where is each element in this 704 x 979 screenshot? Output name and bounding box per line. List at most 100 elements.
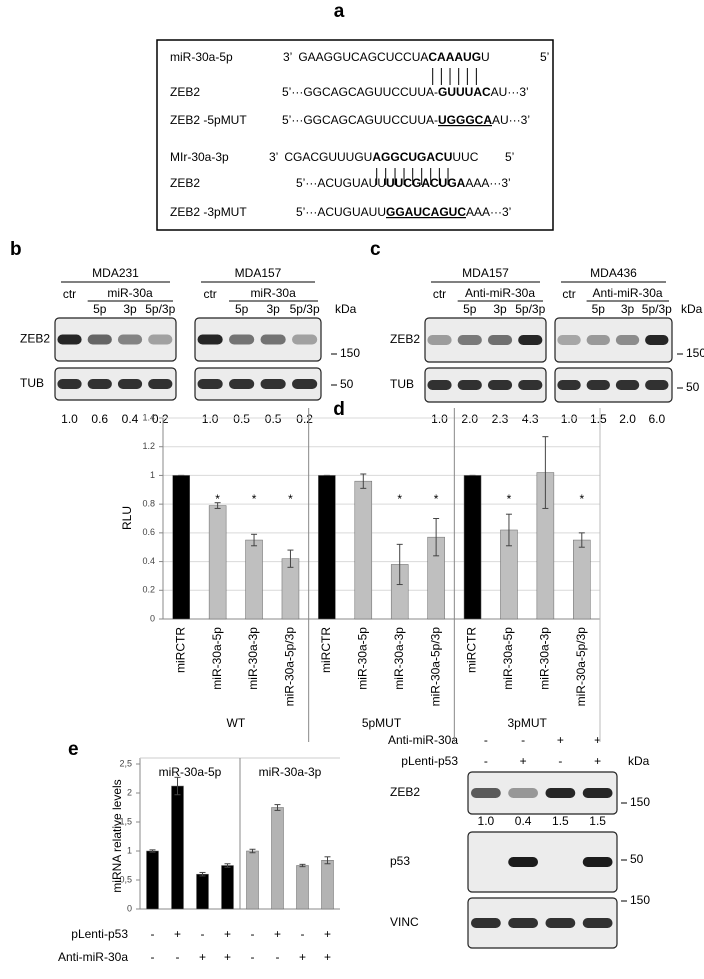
cell-line: MDA436 (590, 266, 637, 280)
y-tick-label: 2 (127, 787, 132, 797)
blot-band (545, 788, 576, 798)
lane-label: ctr (63, 287, 76, 301)
lane-label: 3p (123, 302, 137, 316)
condition-mark: - (301, 927, 305, 941)
condition-mark: + (594, 754, 601, 768)
condition-mark: - (151, 950, 155, 964)
condition-name: pLenti-p53 (71, 927, 128, 941)
blot-band (148, 334, 173, 345)
marker-label: 50 (686, 380, 700, 394)
blot-band (508, 788, 539, 798)
condition-mark: + (174, 927, 181, 941)
blot-frame (554, 367, 673, 403)
densitometry: 1.0 (431, 412, 448, 426)
blot-frame (54, 367, 177, 401)
densitometry: 1.0 (478, 814, 495, 828)
blot-band (586, 335, 610, 345)
condition-mark: + (224, 950, 231, 964)
blot-band (508, 857, 539, 867)
sequence: 3’ GAAGGUCAGCUCCUACAAAUGU 5’ (283, 50, 549, 64)
marker-label: 50 (630, 852, 644, 866)
condition-mark: - (151, 927, 155, 941)
significance: * (288, 492, 293, 506)
bar (318, 475, 336, 620)
blot-band (427, 380, 452, 390)
blot-frame (467, 831, 618, 893)
treatment-label: Anti-miR-30a (593, 286, 663, 300)
densitometry: 0.2 (152, 412, 169, 426)
panel-label: d (333, 399, 345, 420)
sequence-name: ZEB2 (170, 176, 200, 190)
group-label: 5pMUT (362, 716, 402, 730)
sequence-box (156, 39, 554, 231)
sequence: 5’···ACUGUAUUUUCGACUGAAAA···3’ (296, 176, 511, 190)
marker-label: 150 (686, 346, 704, 360)
densitometry: 2.0 (619, 412, 636, 426)
unit-label: kDa (335, 302, 357, 316)
bar (573, 539, 591, 620)
sequence-name: miR-30a-5p (170, 50, 233, 64)
y-tick-label: 0 (127, 903, 132, 913)
lane-label: 5p/3p (290, 302, 320, 316)
sequence-segment: 5’···ACUGUAUU (296, 176, 386, 190)
blot-band (197, 334, 223, 345)
bar (246, 850, 259, 910)
densitometry: 2.3 (492, 412, 509, 426)
blot-band (470, 918, 501, 928)
sequence-segment: 5’···ACUGUAUU (296, 205, 386, 219)
y-tick-label: 0 (150, 613, 155, 623)
marker-label: 150 (630, 795, 650, 809)
densitometry: 0.4 (515, 814, 532, 828)
blot-band (229, 334, 255, 345)
condition-mark: + (299, 950, 306, 964)
sequence: 5’···GGCAGCAGUUCCUUA-UGGGCAAU···3’ (282, 113, 530, 127)
condition-mark: - (276, 950, 280, 964)
y-tick-label: 0.4 (142, 556, 155, 566)
densitometry: 0.4 (122, 412, 139, 426)
group-label: 3pMUT (507, 716, 547, 730)
bar (296, 865, 309, 910)
blot-band (292, 334, 318, 345)
blot-band (645, 380, 669, 390)
x-tick-label: miRCTR (465, 627, 479, 673)
marker-label: 150 (630, 893, 650, 907)
marker-label: 50 (340, 377, 354, 391)
protein-label: ZEB2 (390, 332, 420, 346)
y-tick-label: 1.2 (142, 441, 155, 451)
blot-band (427, 335, 452, 345)
lane-label: 5p (93, 302, 107, 316)
significance: * (215, 492, 220, 506)
protein-label: VINC (390, 915, 419, 929)
densitometry: 4.3 (522, 412, 539, 426)
sequence-segment: CGACGUUUGU (284, 150, 372, 164)
lane-label: 3p (266, 302, 280, 316)
y-tick-label: 2,5 (119, 758, 132, 768)
sequence: 3’ CGACGUUUGUAGGCUGACUUUC 5’ (269, 150, 514, 164)
sequence-segment: GUUUAC (438, 85, 491, 99)
lane-label: 5p (463, 302, 477, 316)
sequence-name: MIr-30a-3p (170, 150, 229, 164)
lane-label: ctr (433, 287, 446, 301)
y-tick-label: 1 (150, 470, 155, 480)
bar (196, 873, 209, 910)
lane-label: 3p (621, 302, 635, 316)
protein-label: p53 (390, 854, 410, 868)
blot-band (57, 334, 82, 345)
y-tick-label: 0.8 (142, 499, 155, 509)
bar (146, 850, 159, 910)
blot-band (457, 380, 482, 390)
bar (463, 475, 482, 620)
blot-band (117, 334, 143, 345)
densitometry: 0.5 (233, 412, 250, 426)
sequence-segment: 5’ (540, 50, 549, 64)
y-tick-label: 1,5 (119, 816, 132, 826)
sequence-name: ZEB2 (170, 85, 200, 99)
densitometry: 1.5 (552, 814, 569, 828)
series-name: miR-30a-3p (259, 765, 322, 779)
panel-label: a (334, 1, 345, 22)
sequence-segment: AAA···3’ (465, 176, 510, 190)
condition-mark: + (324, 927, 331, 941)
blot-band (229, 379, 255, 389)
blot-frame (554, 317, 673, 363)
blot-band (582, 857, 613, 867)
